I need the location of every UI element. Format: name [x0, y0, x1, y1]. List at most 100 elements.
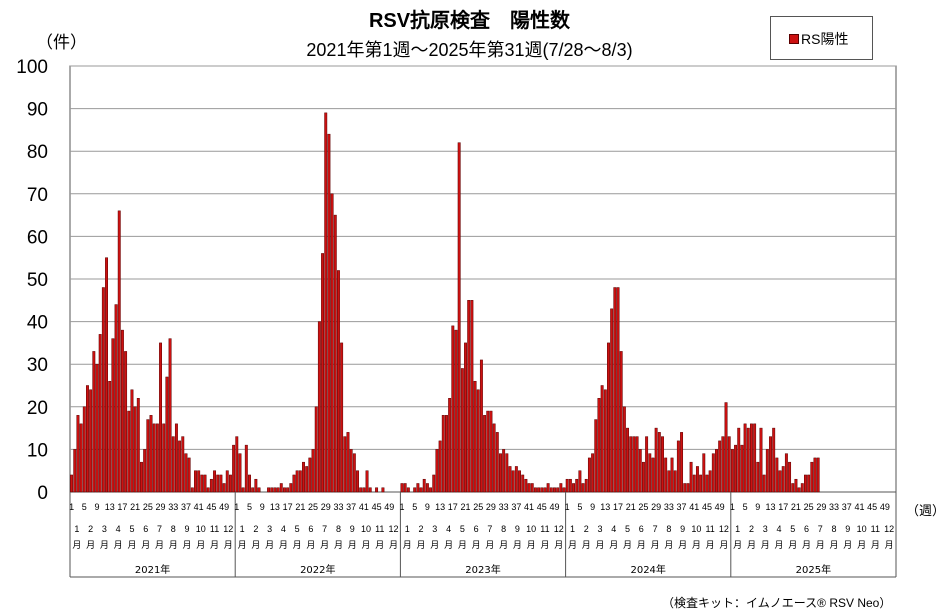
- bar: [238, 453, 242, 493]
- month-label: 1: [405, 524, 410, 534]
- month-label-suffix: 月: [320, 540, 329, 551]
- week-tick-label: 25: [638, 502, 648, 512]
- bar: [114, 304, 118, 493]
- bar: [101, 287, 105, 493]
- y-tick-label: 70: [27, 185, 48, 206]
- bar: [724, 402, 728, 493]
- month-label-suffix: 月: [72, 540, 81, 551]
- week-tick-label: 13: [600, 502, 610, 512]
- week-tick-label: 45: [702, 502, 712, 512]
- month-label-suffix: 月: [513, 540, 522, 551]
- bar: [495, 432, 499, 493]
- month-label: 5: [625, 524, 630, 534]
- bar: [194, 470, 197, 493]
- bar: [629, 436, 633, 493]
- bar: [616, 287, 620, 493]
- bar: [346, 432, 350, 493]
- bar: [578, 470, 582, 493]
- bar: [568, 478, 572, 493]
- bar: [635, 436, 639, 493]
- bar: [343, 436, 347, 493]
- footnote: （検査キット：イムノエース® RSV Neo）: [662, 596, 892, 610]
- bar: [406, 487, 410, 493]
- month-label: 4: [776, 524, 781, 534]
- bar: [317, 321, 321, 493]
- bar: [213, 470, 217, 493]
- week-tick-label: 17: [613, 502, 623, 512]
- bar: [810, 461, 814, 493]
- week-tick-label: 45: [537, 502, 547, 512]
- week-tick-label: 45: [372, 502, 382, 512]
- bar: [788, 461, 792, 493]
- week-tick-label: 41: [359, 502, 369, 512]
- bar: [553, 487, 556, 493]
- bar: [597, 398, 601, 493]
- bar: [190, 487, 194, 493]
- bar: [718, 440, 722, 493]
- month-label-suffix: 月: [678, 540, 687, 551]
- bar: [435, 449, 439, 493]
- month-label: 4: [446, 524, 451, 534]
- y-tick-label: 100: [16, 57, 48, 78]
- week-tick-label: 25: [143, 502, 153, 512]
- bar: [591, 453, 595, 493]
- bar: [105, 257, 108, 493]
- week-tick-label: 25: [308, 502, 318, 512]
- bar: [76, 415, 80, 493]
- bar: [546, 483, 550, 493]
- bar: [168, 338, 172, 493]
- bar: [273, 487, 277, 493]
- week-tick-label: 13: [435, 502, 445, 512]
- bar: [565, 478, 569, 493]
- bar: [327, 133, 331, 493]
- month-label: 12: [884, 524, 894, 534]
- bar: [235, 436, 239, 493]
- bar: [711, 453, 715, 493]
- month-label-suffix: 月: [127, 540, 136, 551]
- month-label-suffix: 月: [444, 540, 453, 551]
- week-tick-label: 5: [82, 502, 87, 512]
- bar: [508, 466, 512, 493]
- bar: [816, 457, 820, 493]
- bar: [276, 487, 280, 493]
- y-tick-label: 60: [27, 227, 48, 248]
- week-tick-label: 21: [626, 502, 636, 512]
- month-label: 4: [611, 524, 616, 534]
- bar: [559, 483, 563, 493]
- bar: [181, 436, 185, 493]
- y-tick-label: 0: [37, 483, 48, 504]
- week-tick-label: 29: [816, 502, 826, 512]
- month-label: 6: [639, 524, 644, 534]
- week-tick-label: 25: [804, 502, 814, 512]
- month-label: 5: [790, 524, 795, 534]
- bar: [594, 419, 598, 493]
- month-label-suffix: 月: [609, 540, 618, 551]
- month-label: 4: [281, 524, 286, 534]
- month-label: 6: [804, 524, 809, 534]
- bar: [448, 398, 452, 493]
- bar: [610, 308, 614, 493]
- bar: [775, 457, 779, 493]
- bar: [692, 474, 696, 493]
- month-label-suffix: 月: [761, 540, 770, 551]
- y-tick-label: 10: [27, 440, 48, 461]
- month-label: 2: [253, 524, 258, 534]
- month-label: 8: [336, 524, 341, 534]
- month-label-suffix: 月: [664, 540, 673, 551]
- bar: [127, 410, 131, 493]
- week-tick-label: 33: [333, 502, 343, 512]
- bar: [619, 351, 623, 493]
- week-tick-label: 37: [842, 502, 852, 512]
- legend-label: RS陽性: [801, 31, 849, 47]
- bar: [349, 449, 353, 493]
- week-tick-label: 41: [689, 502, 699, 512]
- bar: [699, 474, 703, 493]
- week-tick-label: 33: [829, 502, 839, 512]
- bar: [457, 142, 461, 493]
- week-tick-label: 25: [473, 502, 483, 512]
- month-label-suffix: 月: [719, 540, 728, 551]
- week-tick-label: 37: [677, 502, 687, 512]
- bar: [743, 423, 747, 493]
- bar: [159, 342, 162, 493]
- bar: [613, 287, 617, 493]
